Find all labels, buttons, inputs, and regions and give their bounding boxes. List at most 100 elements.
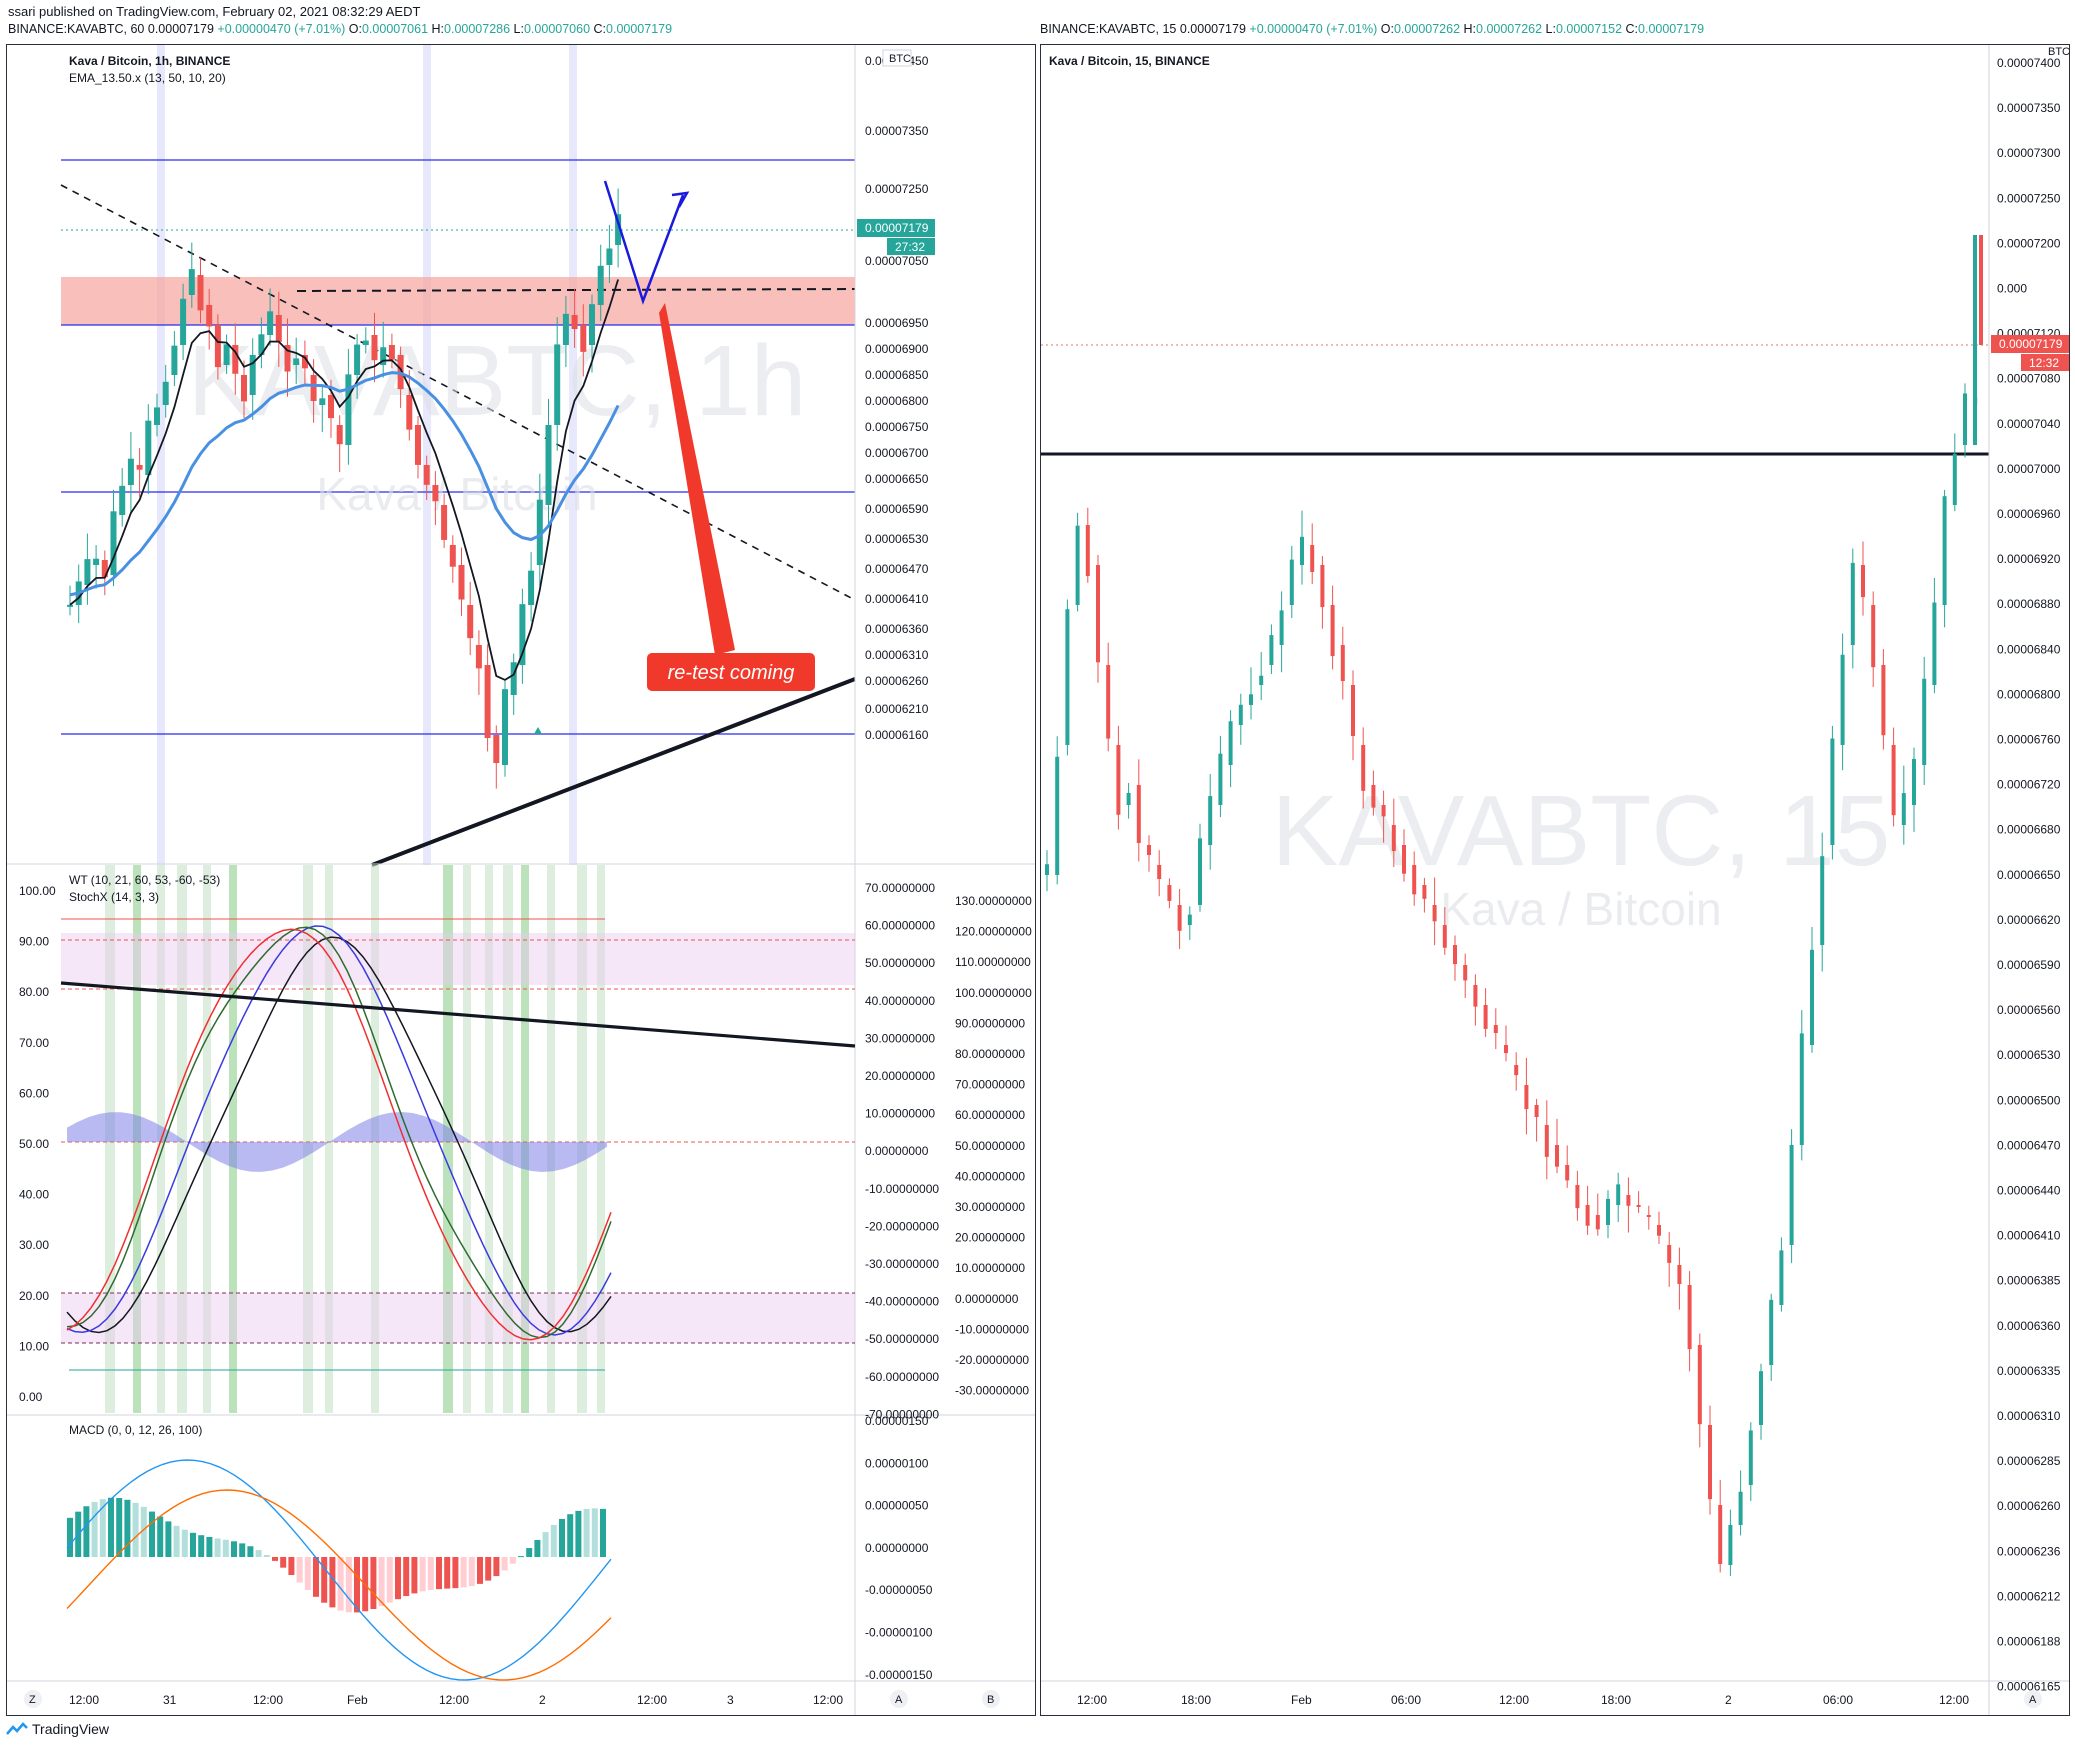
candle-body: [415, 425, 421, 465]
right-price-tick: 0.00006680: [1997, 823, 2061, 837]
macd-histogram-bar: [124, 1499, 131, 1557]
projection-path: [603, 180, 685, 305]
price-tick-label: 0.00006950: [865, 316, 929, 330]
macd-histogram-bar: [452, 1557, 459, 1589]
macd-histogram-bar: [190, 1532, 196, 1557]
right-candle-body: [1228, 721, 1233, 765]
b-button[interactable]: [982, 1690, 1000, 1708]
candle-body: [67, 604, 73, 607]
z-button[interactable]: [24, 1690, 42, 1708]
candle-body: [406, 395, 413, 430]
right-price-tick: 0.00006212: [1997, 1589, 2061, 1603]
right-candle-body: [1116, 745, 1121, 815]
right-countdown-tag: [2021, 354, 2069, 371]
candle-body: [467, 605, 474, 639]
candle-body: [388, 345, 395, 360]
osc-right-tick: -20.00000000: [955, 1353, 1029, 1367]
osc-left-tick: 100.00: [19, 884, 56, 898]
time-tick-label: 3: [727, 1693, 734, 1707]
right-candle-body: [1646, 1215, 1651, 1217]
tradingview-brand[interactable]: TradingView: [6, 1721, 109, 1737]
right-price-tick: 0.00007400: [1997, 56, 2061, 70]
right-candle-body: [1432, 905, 1437, 922]
candle-body: [214, 325, 221, 368]
right-candle-body: [1493, 1025, 1498, 1034]
osc-mid-tick: 70.00000000: [865, 881, 935, 895]
candle-body: [571, 315, 578, 330]
right-price-tick: 0.00006880: [1997, 597, 2061, 611]
right-candle-body: [1667, 1245, 1672, 1263]
time-tick-label: 12:00: [813, 1693, 843, 1707]
left-chart-svg[interactable]: KAVABTC, 1h Kava / Bitcoin re-test comin…: [7, 45, 1035, 1715]
osc-mid-tick: -10.00000000: [865, 1182, 939, 1196]
candle-body: [597, 265, 604, 305]
svg-text:A[interactable]: A: [2029, 1694, 2037, 1706]
right-price-tick: 0.00007000: [1997, 462, 2061, 476]
auto-scale-button[interactable]: [890, 1690, 908, 1708]
candle-body: [145, 420, 152, 475]
right-price-tick: 0.00006440: [1997, 1184, 2061, 1198]
right-price-tick: 0.00006560: [1997, 1003, 2061, 1017]
time-tick-label: 12:00: [637, 1693, 667, 1707]
right-candle-body: [1218, 753, 1223, 805]
right-candle-body: [1687, 1285, 1692, 1350]
neckline-dashed: [296, 288, 856, 292]
macd-histogram-bar: [296, 1557, 303, 1583]
left-currency: BTC: [889, 53, 911, 65]
candle-body: [319, 398, 326, 405]
svg-text:B[interactable]: B: [987, 1694, 994, 1706]
candle-body: [162, 381, 169, 405]
osc-right-tick: 20.00000000: [955, 1231, 1025, 1245]
candle-body: [458, 565, 465, 600]
right-candle-body: [1881, 665, 1886, 736]
right-candle-body: [1748, 1430, 1753, 1485]
osc-right-tick: 130.00000000: [955, 894, 1032, 908]
candle-body: [275, 315, 282, 342]
macd-tick: 0.00000050: [865, 1499, 929, 1513]
candle-body: [475, 645, 482, 669]
candle-body: [249, 354, 256, 395]
svg-text:A[interactable]: A: [895, 1694, 903, 1706]
right-price-tick: 0.00006960: [1997, 507, 2061, 521]
time-tick-label: 31: [163, 1693, 177, 1707]
right-candle-body: [1300, 536, 1304, 565]
right-candle-body: [1932, 602, 1937, 685]
candle-body: [310, 375, 317, 402]
right-candle-body: [1483, 1005, 1488, 1029]
osc-right-tick: 60.00000000: [955, 1108, 1025, 1122]
signal-band: [157, 45, 165, 865]
svg-text:Z[interactable]: Z: [29, 1694, 36, 1706]
overbought-zone: [61, 933, 855, 985]
candle-body: [232, 345, 239, 374]
svg-text:0.00007179: 0.00007179: [865, 221, 929, 235]
right-candle-body: [1759, 1371, 1763, 1425]
osc-left-tick: 90.00: [19, 935, 49, 949]
right-candle-body: [1963, 393, 1967, 445]
signal-band: [569, 45, 577, 865]
macd-histogram-bar: [526, 1548, 533, 1557]
right-chart-svg[interactable]: KAVABTC, 15 Kava / Bitcoin 0.00007400 0.0…: [1041, 45, 2069, 1715]
right-auto-scale-button[interactable]: [2024, 1690, 2042, 1708]
macd-histogram-bar: [263, 1554, 270, 1557]
osc-left-tick: 10.00: [19, 1339, 49, 1353]
right-candle-body: [1901, 793, 1906, 825]
publish-info: ssari published on TradingView.com, Febr…: [8, 4, 421, 19]
price-tick-label: 0.00007250: [865, 182, 929, 196]
right-candle-body: [1453, 945, 1457, 965]
osc-mid-tick: 0.00000000: [865, 1144, 929, 1158]
macd-histogram-bar: [509, 1557, 516, 1564]
price-tick-label: 0.00006590: [865, 502, 929, 516]
left-chart-panel[interactable]: KAVABTC, 1h Kava / Bitcoin re-test comin…: [6, 44, 1036, 1716]
wt-label: WT (10, 21, 60, 53, -60, -53): [69, 873, 220, 887]
right-candle-body: [1361, 745, 1366, 791]
signal-triangle: [534, 727, 542, 734]
macd-histogram-bar: [222, 1539, 229, 1557]
macd-histogram-bar: [559, 1518, 565, 1557]
macd-histogram-bar: [165, 1521, 172, 1557]
right-chart-panel[interactable]: KAVABTC, 15 Kava / Bitcoin 0.00007400 0.0…: [1040, 44, 2070, 1716]
osc-mid-tick: 20.00000000: [865, 1069, 935, 1083]
macd-histogram-bar: [411, 1557, 418, 1594]
osc-left-tick: 20.00: [19, 1289, 49, 1303]
left-chart-title: Kava / Bitcoin, 1h, BINANCE: [69, 54, 230, 68]
candle-body: [589, 304, 595, 345]
